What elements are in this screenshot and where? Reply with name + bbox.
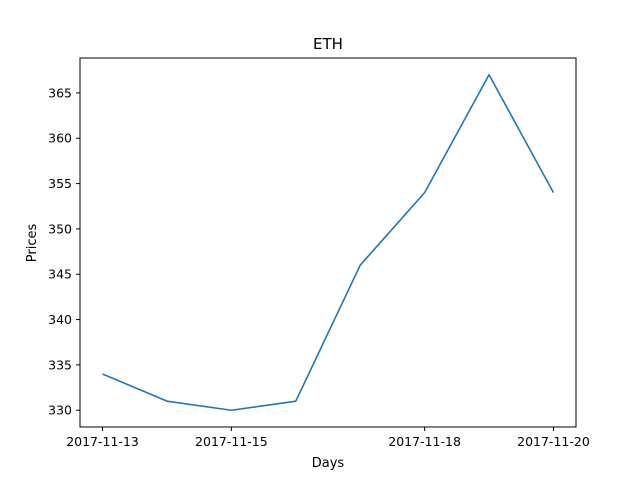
plot-series [102, 73, 555, 412]
y-tick-label: 365 [48, 85, 72, 100]
x-tick-label: 2017-11-15 [195, 434, 268, 449]
y-tick-label: 330 [48, 403, 72, 418]
y-tick-label: 340 [48, 312, 72, 327]
plot-area-frame [79, 57, 577, 428]
y-tick-label: 355 [48, 176, 72, 191]
x-tick-label: 2017-11-13 [66, 434, 139, 449]
x-tick-label: 2017-11-20 [517, 434, 590, 449]
y-tick-label: 335 [48, 357, 72, 372]
chart-title: ETH [313, 35, 343, 53]
y-tick-label: 360 [48, 131, 72, 146]
x-tick-label: 2017-11-18 [388, 434, 461, 449]
y-tick-label: 350 [48, 221, 72, 236]
y-axis-ticks: 330 335 340 345 350 355 360 365 [48, 85, 80, 418]
x-axis-ticks: 2017-11-13 2017-11-15 2017-11-18 2017-11-20 [66, 427, 590, 449]
y-axis-label: Prices [25, 224, 40, 263]
series-line [102, 73, 555, 412]
y-tick-label: 345 [48, 267, 72, 282]
x-axis-label: Days [312, 456, 345, 471]
